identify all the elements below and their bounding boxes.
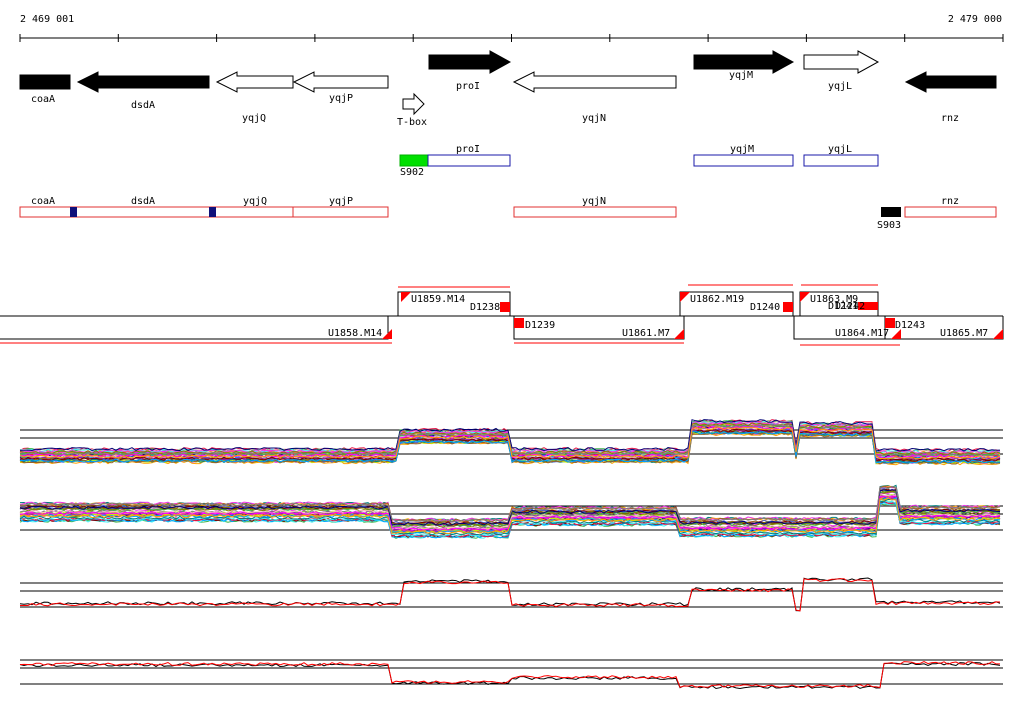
transcript-label-dsdA: dsdA: [131, 196, 155, 207]
expression-profile-tracks: [19, 419, 1003, 690]
gene-label-dsdA: dsdA: [131, 100, 155, 111]
transcript-S902[interactable]: [399, 154, 429, 167]
expression-trace: [19, 485, 1001, 523]
transcript-coaA-dsdA-yqjQ-yqjP[interactable]: [19, 206, 389, 218]
transcript-label-yqjP: yqjP: [329, 196, 353, 207]
unit-flag: [674, 329, 684, 339]
unit-flag: [993, 329, 1003, 339]
unit-label-U1861.M7: U1861.M7: [622, 328, 670, 339]
transcript-label-yqjL: yqjL: [828, 144, 852, 155]
transcript-label-yqjN: yqjN: [582, 196, 606, 207]
transcript-label-rnz: rnz: [941, 196, 959, 207]
unit-label-D1239: D1239: [525, 320, 555, 331]
unit-label-U1863.M9: U1863.M9: [810, 294, 858, 305]
expression-trace: [19, 426, 1001, 460]
unit-marker-D1239: [514, 318, 524, 328]
profile-track-2: [19, 484, 1003, 539]
transcription-unit-track: U1859.M14 D1238 U1862.M19 D1240 U1863.M9…: [0, 284, 1004, 346]
gene-arrow-yqjP[interactable]: [292, 71, 389, 93]
transcript-label-yqjM: yqjM: [730, 144, 754, 155]
unit-marker-D1240: [783, 302, 793, 312]
unit-label-D1243: D1243: [895, 320, 925, 331]
ruler-start-label: 2 469 001: [20, 14, 74, 25]
unit-label-U1859.M14: U1859.M14: [411, 294, 465, 305]
gene-label-yqjL: yqjL: [828, 81, 852, 92]
reverse-transcript-track: coaA dsdA yqjQ yqjP yqjN S903 rnz: [19, 196, 997, 231]
gene-arrow-yqjN[interactable]: [512, 71, 677, 93]
gene-arrow-yqjQ[interactable]: [215, 71, 294, 93]
unit-flag: [382, 329, 392, 339]
expression-trace: [19, 499, 1001, 536]
unit-label-D1242: D1242: [835, 301, 865, 312]
unit-flag: [401, 292, 411, 302]
unit-marker-D1238: [500, 302, 510, 312]
gene-arrow-yqjM[interactable]: [693, 50, 795, 74]
gene-arrow-coaA[interactable]: [19, 74, 71, 90]
expression-trace: [19, 419, 1001, 452]
gene-label-yqjN: yqjN: [582, 113, 606, 124]
ruler-end-label: 2 479 000: [948, 14, 1002, 25]
expression-trace: [19, 495, 1001, 532]
unit-label-D1241: D1241: [828, 301, 858, 312]
unit-label-U1864.M17: U1864.M17: [835, 328, 889, 339]
gene-label-yqjM: yqjM: [729, 70, 753, 81]
expression-trace: [19, 497, 1001, 535]
gene-track: coaA dsdA yqjQ yqjP T-box proI yqjN yqjM…: [19, 50, 997, 128]
unit-label-D1238: D1238: [470, 302, 500, 313]
transcript-proI[interactable]: [427, 154, 511, 167]
ruler-ticks: [19, 34, 1004, 42]
expression-trace: [19, 661, 1000, 689]
transcript-label-S903: S903: [877, 220, 901, 231]
expression-trace: [20, 578, 1001, 612]
gene-label-T-box: T-box: [397, 117, 427, 128]
unit-label-D1240: D1240: [750, 302, 780, 313]
gene-arrow-dsdA[interactable]: [76, 71, 210, 93]
gene-label-proI: proI: [456, 81, 480, 92]
transcript-S903[interactable]: [881, 207, 901, 217]
transcript-label-proI: proI: [456, 144, 480, 155]
coordinate-ruler: 2 469 001 2 479 000: [19, 14, 1004, 42]
unit-label-U1862.M19: U1862.M19: [690, 294, 744, 305]
expression-trace: [19, 662, 1001, 690]
unit-marker-D1243: [885, 318, 895, 328]
unit-flag: [800, 292, 810, 302]
gene-arrow-yqjL[interactable]: [803, 50, 880, 74]
marker-box: [209, 207, 216, 217]
gene-label-yqjQ: yqjQ: [242, 113, 266, 124]
forward-transcript-track: S902 proI yqjM yqjL: [399, 144, 879, 178]
unit-flag: [680, 292, 690, 302]
gene-label-rnz: rnz: [941, 113, 959, 124]
transcript-rnz[interactable]: [904, 206, 997, 218]
expression-trace: [19, 430, 1001, 464]
transcript-label-coaA: coaA: [31, 196, 55, 207]
transcript-label-yqjQ: yqjQ: [243, 196, 267, 207]
profile-track-3: [19, 577, 1003, 612]
expression-trace: [19, 489, 1001, 526]
unit-label-U1858.M14: U1858.M14: [328, 328, 382, 339]
unit-marker-D1242: [858, 302, 878, 310]
unit-label-U1865.M7: U1865.M7: [940, 328, 988, 339]
profile-track-4: [19, 659, 1003, 690]
unit-flag: [891, 329, 901, 339]
marker-box: [70, 207, 77, 217]
transcript-yqjL[interactable]: [803, 154, 879, 167]
transcript-yqjM[interactable]: [693, 154, 794, 167]
transcript-yqjN[interactable]: [513, 206, 677, 218]
transcript-label-S902: S902: [400, 167, 424, 178]
gene-arrow-proI[interactable]: [428, 50, 512, 74]
gene-label-coaA: coaA: [31, 94, 55, 105]
gene-arrow-rnz[interactable]: [904, 71, 997, 93]
gene-label-yqjP: yqjP: [329, 93, 353, 104]
gene-arrow-T-box[interactable]: [402, 92, 425, 116]
profile-track-1: [19, 419, 1003, 466]
